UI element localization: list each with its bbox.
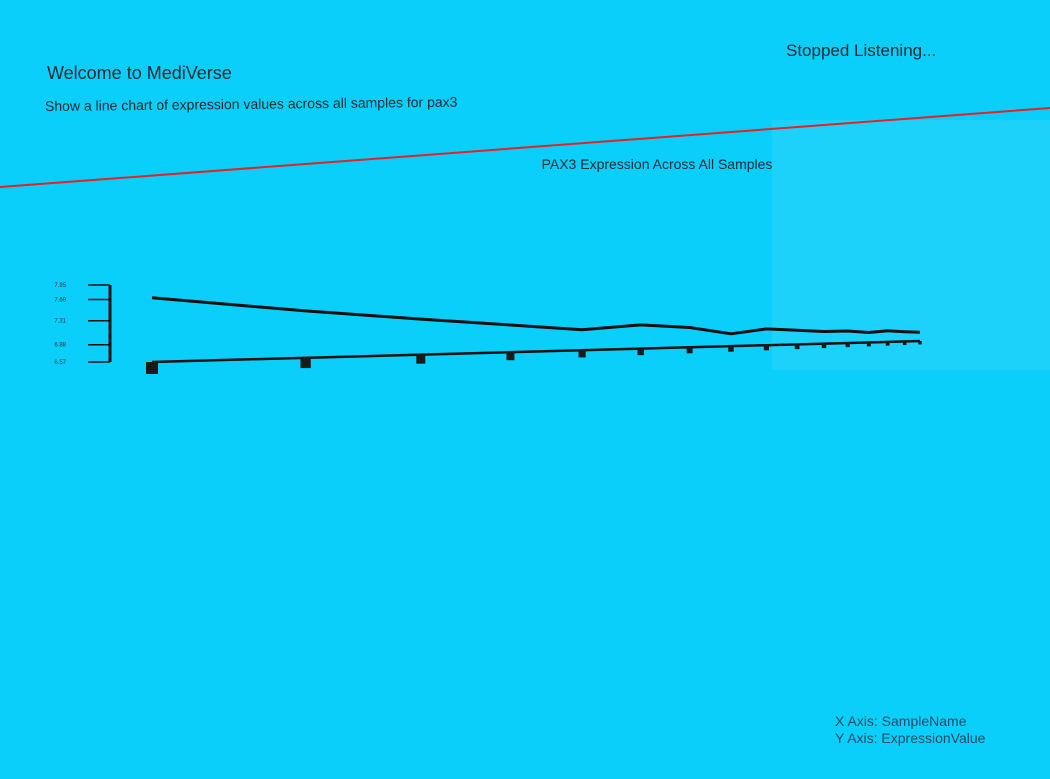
x-tick-box [578, 350, 586, 358]
panel [772, 120, 1050, 370]
x-tick-box [821, 343, 827, 349]
x-tick-box [728, 346, 734, 352]
x-axis [151, 339, 921, 364]
x-tick-box [300, 357, 311, 369]
x-tick-box [918, 341, 922, 345]
y-tick-label: 7.69 [54, 298, 66, 304]
y-tick-label: 7.95 [54, 283, 66, 289]
x-tick-box [146, 362, 158, 374]
series-line [151, 296, 921, 336]
x-tick-box [866, 342, 871, 347]
x-tick-box [686, 347, 693, 354]
y-tick-label: 6.57 [54, 360, 66, 366]
pointer-ray [0, 107, 1050, 188]
status-text: Stopped Listening... [786, 41, 937, 60]
y-tick-label: 7.31 [54, 319, 66, 325]
x-tick-box [885, 341, 890, 346]
x-tick-box [506, 352, 515, 361]
app-title: Welcome to MediVerse [47, 63, 232, 83]
y-axis-info: Y Axis: ExpressionValue [835, 730, 986, 746]
x-tick-box [637, 348, 644, 356]
x-tick-box [845, 342, 850, 348]
y-tick-label: 6.88 [54, 343, 66, 349]
x-tick-box [763, 345, 769, 351]
x-tick-box [902, 341, 907, 346]
chart-title: PAX3 Expression Across All Samples [542, 156, 773, 172]
x-axis-info: X Axis: SampleName [835, 713, 967, 729]
x-tick-box [416, 354, 426, 364]
x-tick-box [794, 344, 800, 350]
